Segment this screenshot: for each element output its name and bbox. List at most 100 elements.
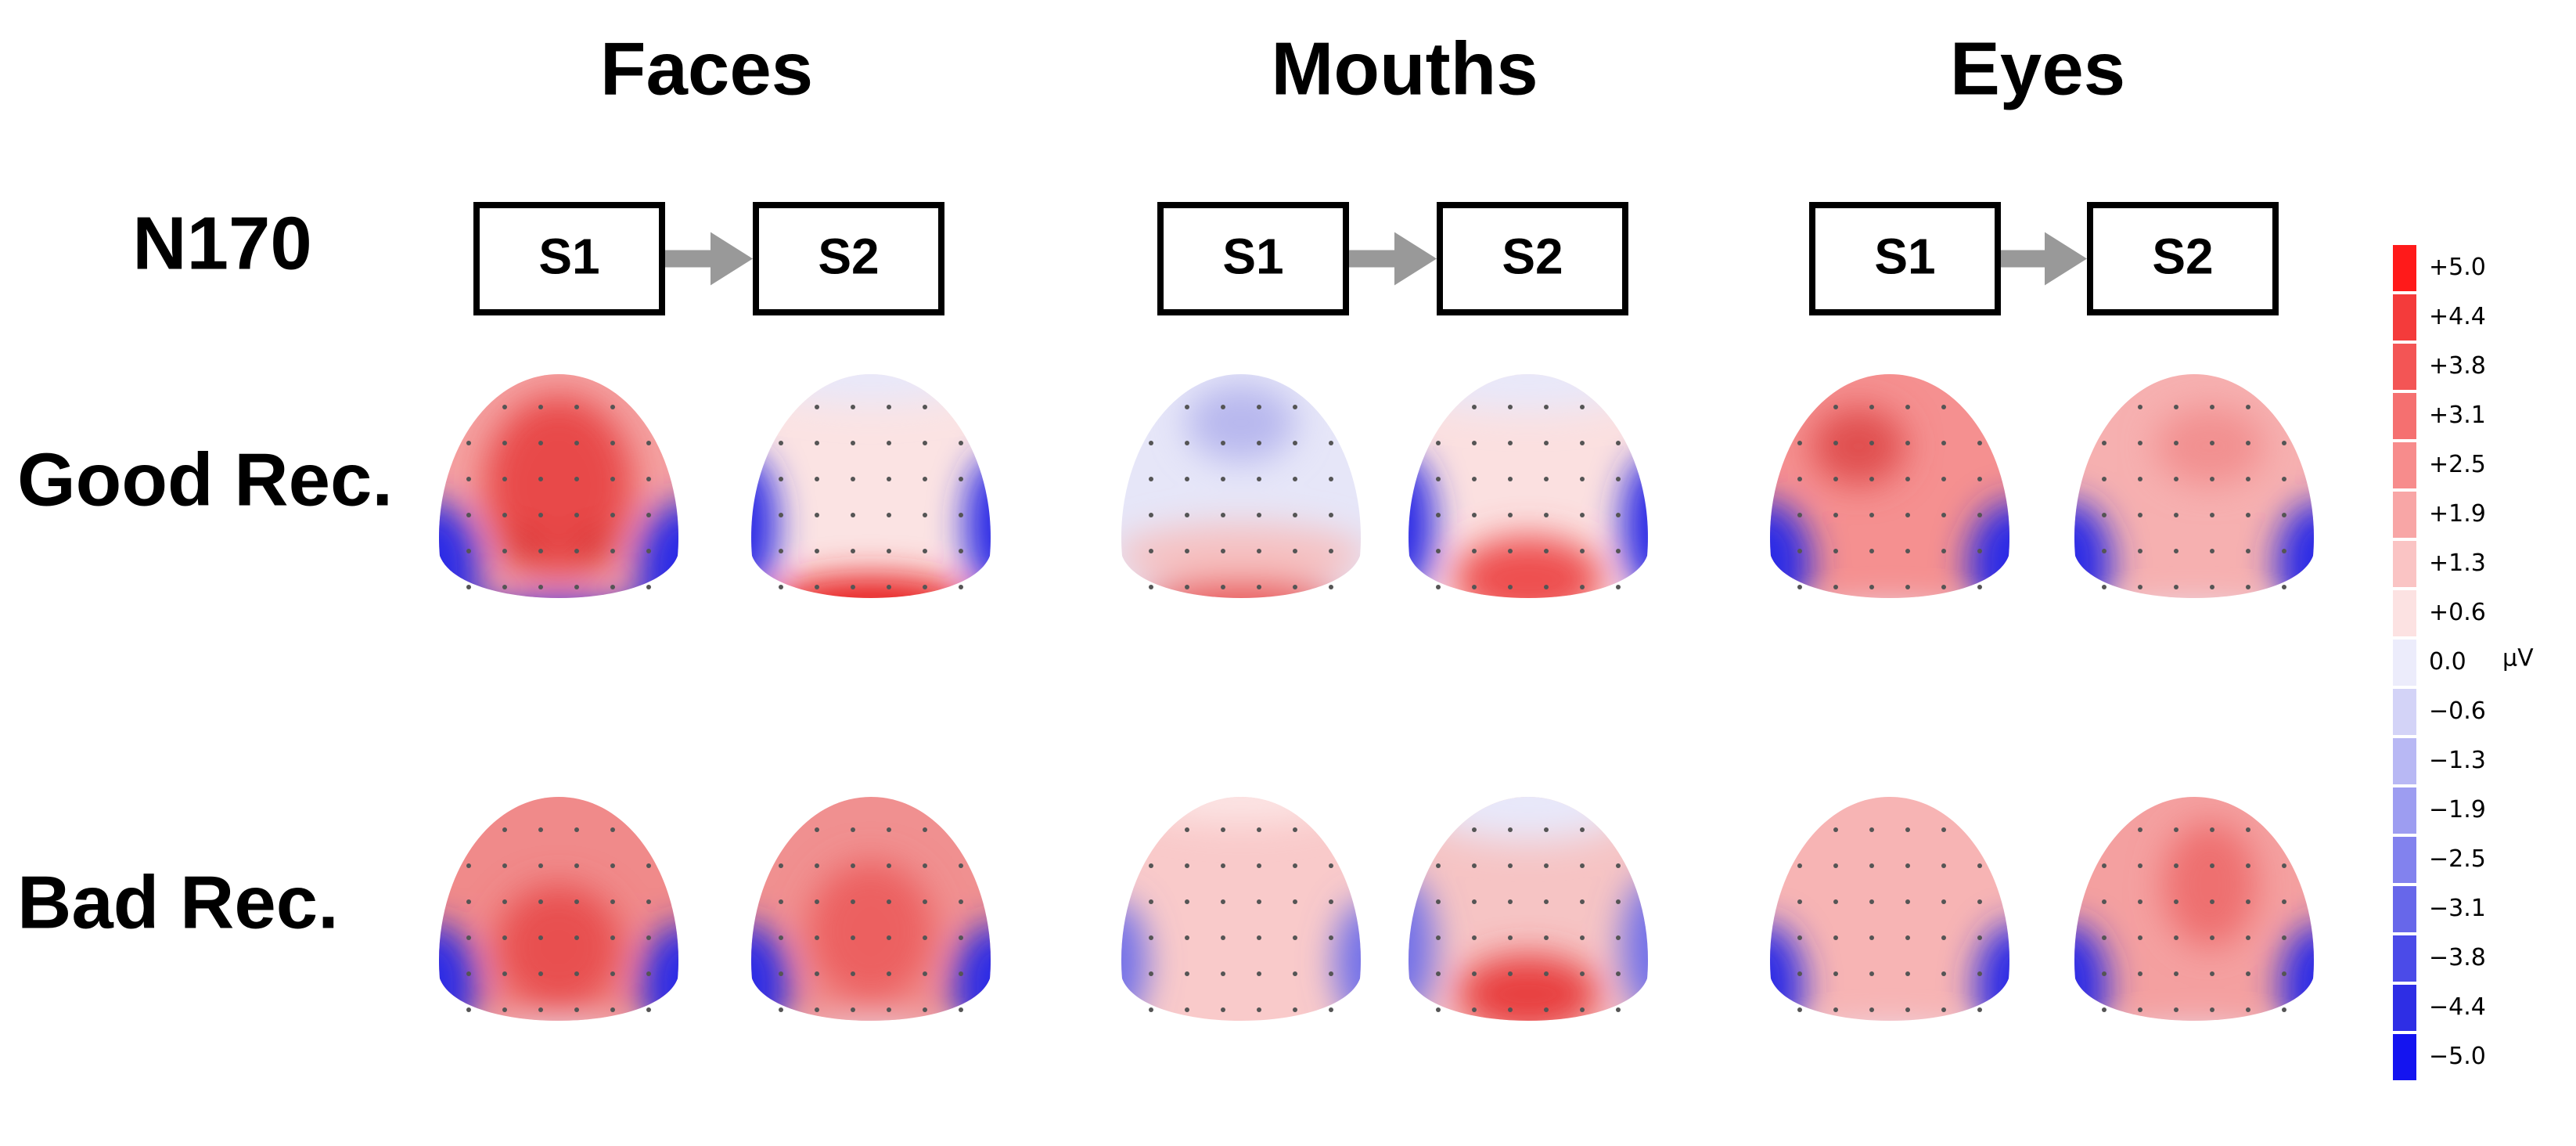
electrode — [1869, 935, 1874, 940]
electrode — [1797, 935, 1802, 940]
electrode — [815, 863, 819, 868]
electrode — [779, 477, 783, 481]
stimulus-box — [473, 202, 665, 315]
electrode — [538, 827, 543, 832]
topo-blob — [1454, 536, 1603, 598]
electrode — [1941, 971, 1946, 976]
topo-blob — [496, 885, 621, 1010]
electrode — [1977, 863, 1982, 868]
row-label: Bad Rec. — [17, 860, 339, 944]
electrode — [923, 935, 927, 940]
electrode — [502, 827, 507, 832]
colorbar-label: +2.5 — [2429, 451, 2486, 478]
electrode — [2210, 971, 2214, 976]
electrode — [923, 549, 927, 553]
electrode — [779, 899, 783, 904]
electrode — [1797, 863, 1802, 868]
electrode — [959, 899, 963, 904]
colorbar-unit: µV — [2502, 645, 2534, 672]
electrode — [1869, 549, 1874, 553]
electrode — [610, 971, 615, 976]
electrode — [2246, 863, 2250, 868]
electrode — [1905, 935, 1910, 940]
electrode — [1257, 827, 1261, 832]
electrode — [2246, 935, 2250, 940]
stimulus-box — [2087, 202, 2279, 315]
electrode — [815, 405, 819, 409]
electrode — [1185, 1007, 1189, 1012]
electrode — [887, 513, 891, 517]
electrode — [574, 477, 579, 481]
electrode — [923, 1007, 927, 1012]
electrode — [1977, 1007, 1982, 1012]
electrode — [538, 405, 543, 409]
electrode — [538, 585, 543, 589]
electrode — [2210, 405, 2214, 409]
electrode — [2174, 405, 2178, 409]
electrode — [959, 863, 963, 868]
electrode — [2174, 549, 2178, 553]
electrode — [2210, 1007, 2214, 1012]
stimulus-label: S2 — [818, 228, 879, 284]
electrode — [2210, 585, 2214, 589]
electrode — [1797, 585, 1802, 589]
electrode — [502, 405, 507, 409]
electrode — [1905, 549, 1910, 553]
electrode — [1905, 863, 1910, 868]
colorbar-swatch — [2393, 837, 2416, 883]
colorbar-label: −1.9 — [2429, 796, 2486, 823]
electrode — [1797, 441, 1802, 445]
electrode — [887, 971, 891, 976]
electrode — [646, 1007, 651, 1012]
electrode — [1472, 513, 1477, 517]
arrow-shaft — [1349, 250, 1398, 268]
electrode — [610, 441, 615, 445]
electrode — [815, 1007, 819, 1012]
electrode — [887, 1007, 891, 1012]
electrode — [1221, 935, 1225, 940]
electrode — [1616, 971, 1621, 976]
topo-blob — [1409, 877, 1434, 1018]
colorbar-label: −2.5 — [2429, 845, 2486, 873]
electrode — [466, 441, 471, 445]
electrode — [1185, 899, 1189, 904]
electrode — [610, 405, 615, 409]
electrode — [1436, 863, 1441, 868]
electrode — [923, 513, 927, 517]
electrode — [646, 585, 651, 589]
electrode — [1508, 863, 1513, 868]
electrode — [1149, 863, 1153, 868]
colorbar-label: +1.3 — [2429, 550, 2486, 577]
topo-blobs — [1121, 384, 1361, 598]
electrode — [1149, 1007, 1153, 1012]
topo-blob — [769, 575, 973, 598]
electrode — [1293, 899, 1297, 904]
electrode — [779, 513, 783, 517]
electrode — [2102, 935, 2106, 940]
electrode — [1293, 935, 1297, 940]
electrode — [1185, 863, 1189, 868]
electrode — [959, 585, 963, 589]
electrode — [1869, 477, 1874, 481]
electrode — [2282, 1007, 2286, 1012]
electrode — [1293, 441, 1297, 445]
electrode — [1472, 1007, 1477, 1012]
electrode — [923, 441, 927, 445]
topo-blob — [439, 501, 480, 598]
electrode — [1185, 405, 1189, 409]
electrode — [1149, 513, 1153, 517]
electrode — [1833, 585, 1838, 589]
electrode — [1329, 935, 1333, 940]
electrode — [923, 971, 927, 976]
electrode — [1329, 513, 1333, 517]
electrode — [1185, 549, 1189, 553]
electrode — [887, 585, 891, 589]
electrode — [2102, 899, 2106, 904]
topo-blobs — [1409, 797, 1648, 1021]
electrode — [1472, 441, 1477, 445]
electrode — [1329, 863, 1333, 868]
electrode — [2246, 1007, 2250, 1012]
electrode — [1616, 513, 1621, 517]
column-title: Faces — [600, 27, 813, 110]
electrode — [1580, 549, 1585, 553]
